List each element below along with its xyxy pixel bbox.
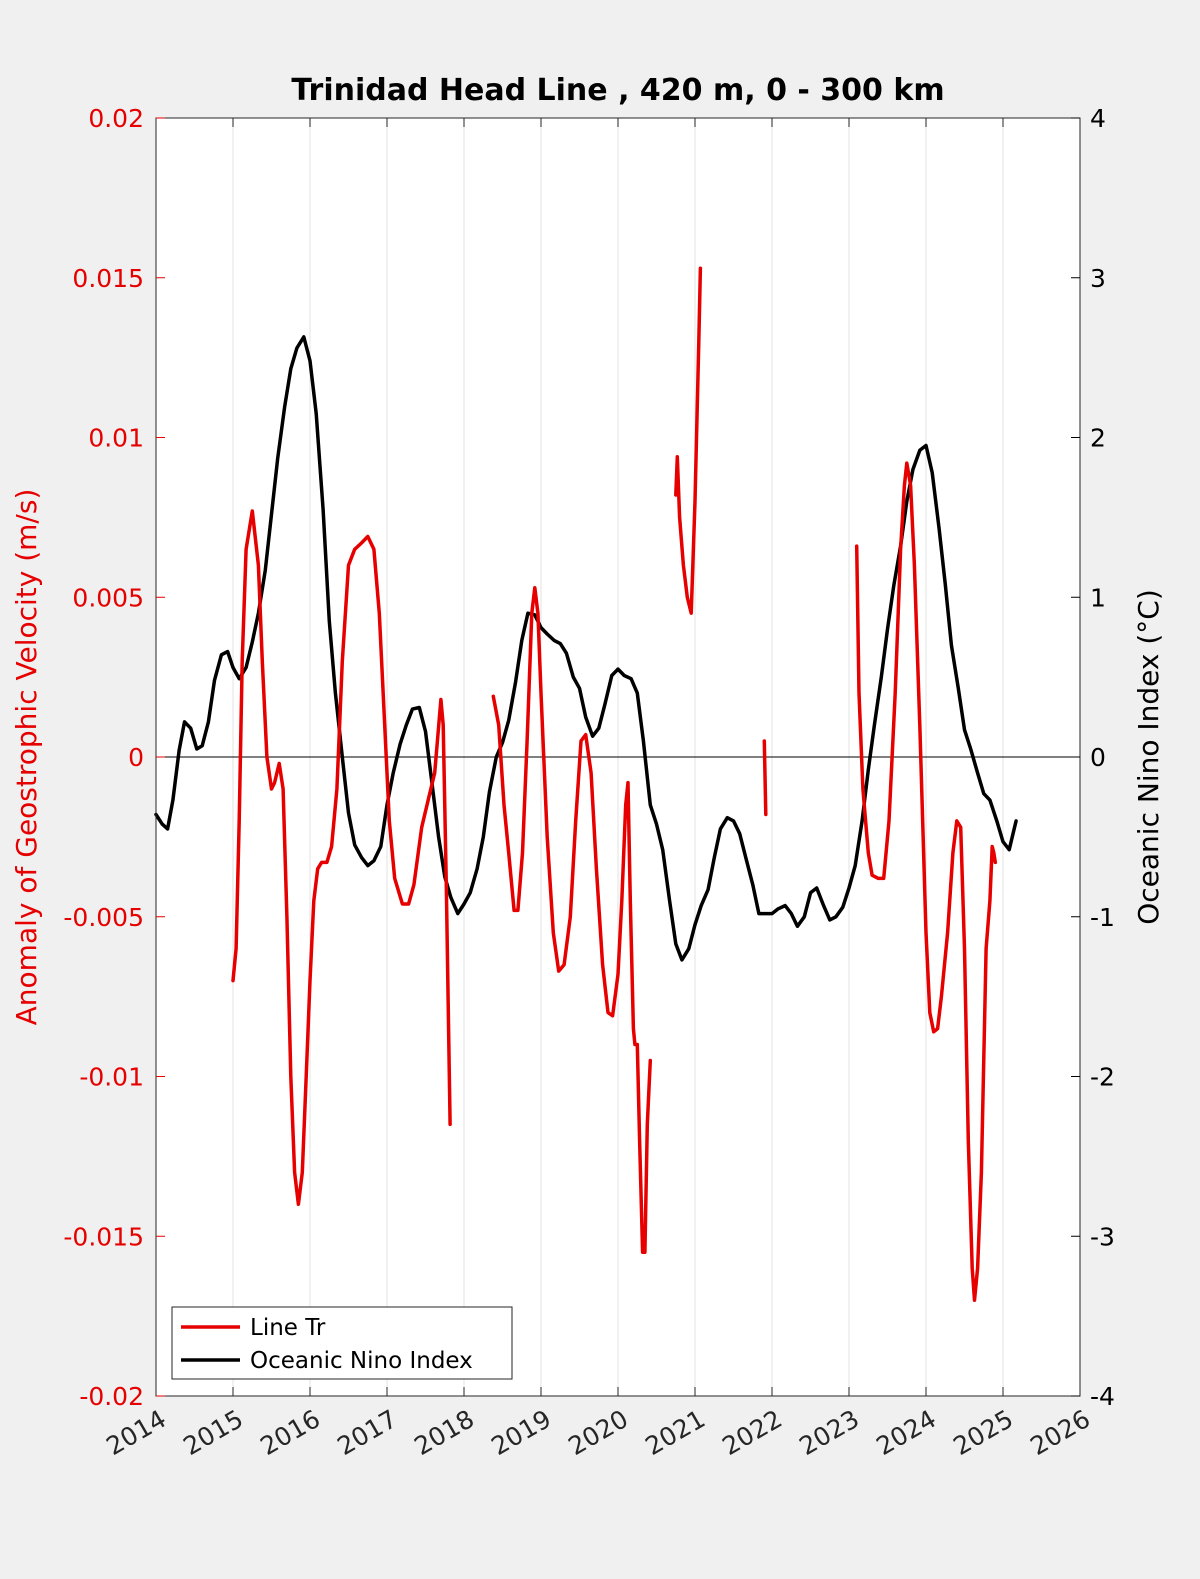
y-left-tick-label: 0.015	[72, 264, 144, 293]
x-tick-label: 2024	[871, 1404, 941, 1461]
y-left-tick-label: 0.02	[88, 104, 144, 133]
series-line-tr-segment-4	[854, 461, 998, 1302]
x-tick-label: 2020	[563, 1404, 633, 1461]
chart-title: Trinidad Head Line , 420 m, 0 - 300 km	[291, 73, 944, 108]
legend: Line Tr Oceanic Nino Index	[171, 1306, 513, 1380]
y-right-tick-label: 0	[1090, 743, 1106, 772]
x-tick-label: 2018	[409, 1404, 479, 1461]
x-tick-label: 2023	[794, 1404, 864, 1461]
x-tick-label: 2021	[640, 1404, 710, 1461]
y-left-tick-label: -0.005	[63, 903, 144, 932]
x-tick-label: 2022	[717, 1404, 787, 1461]
y-left-tick-label: -0.02	[79, 1382, 144, 1411]
x-tick-label: 2014	[101, 1404, 171, 1461]
x-tick-label: 2017	[332, 1404, 402, 1461]
y-left-tick-label: 0.005	[72, 583, 144, 612]
x-tick-label: 2015	[178, 1404, 248, 1461]
y-left-tick-label: -0.015	[63, 1222, 144, 1251]
series-line-tr-segment-2	[674, 266, 703, 615]
series-line-tr-segment-1	[491, 585, 653, 1254]
y-left-tick-label: 0	[128, 743, 144, 772]
y-left-tick-label: 0.01	[88, 424, 144, 453]
legend-box	[171, 1306, 513, 1380]
x-tick-label: 2025	[948, 1404, 1018, 1461]
series-line-tr-segment-3	[762, 739, 768, 817]
y-right-tick-label: -3	[1090, 1222, 1115, 1251]
y-right-tick-label: 1	[1090, 583, 1106, 612]
y-right-tick-label: -4	[1090, 1382, 1115, 1411]
y-right-tick-label: 3	[1090, 264, 1106, 293]
y-right-tick-label: 2	[1090, 424, 1106, 453]
series-line-tr-segment-0	[231, 509, 452, 1207]
y-left-tick-label: -0.01	[79, 1063, 144, 1092]
y-axis-left-label: Anomaly of Geostrophic Velocity (m/s)	[10, 489, 43, 1026]
x-tick-label: 2019	[486, 1404, 556, 1461]
x-tick-label: 2026	[1025, 1404, 1095, 1461]
series-oceanic-nino-index-segment-0	[154, 335, 1018, 962]
y-axis-right-label: Oceanic Nino Index (°C)	[1132, 589, 1165, 925]
x-tick-label: 2016	[255, 1404, 325, 1461]
y-right-tick-label: -1	[1090, 903, 1115, 932]
legend-label-oni: Oceanic Nino Index	[250, 1348, 473, 1374]
legend-label-line-tr: Line Tr	[250, 1315, 326, 1341]
y-right-tick-label: 4	[1090, 104, 1106, 133]
series-layer	[154, 266, 1018, 1302]
y-right-tick-label: -2	[1090, 1063, 1115, 1092]
